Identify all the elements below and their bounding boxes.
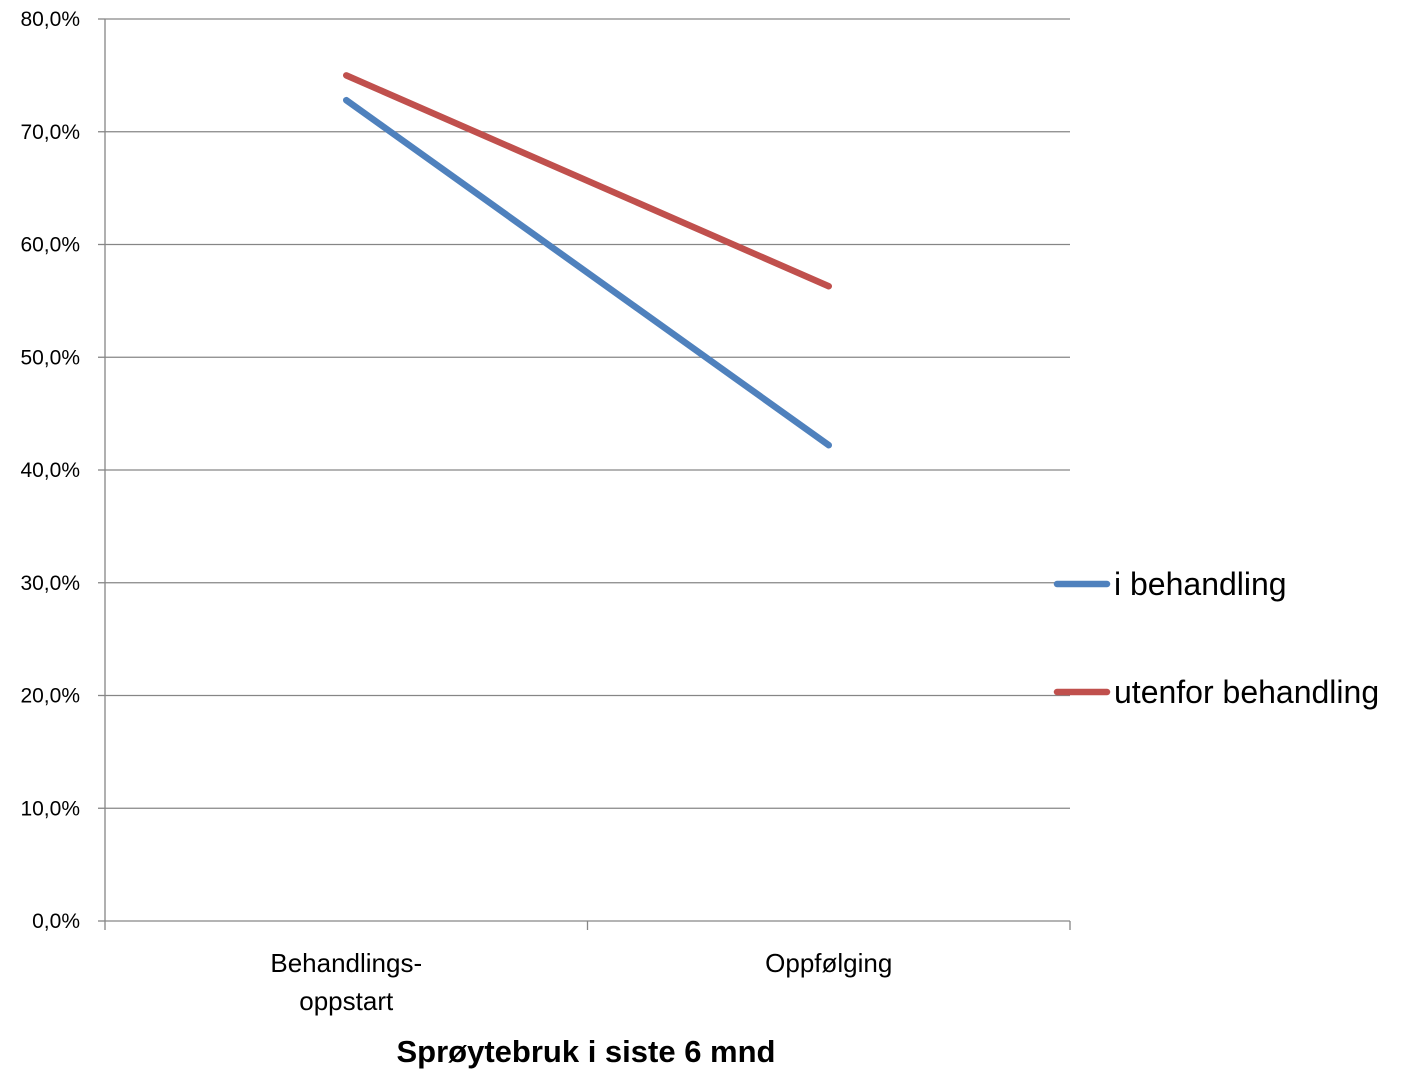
legend-label: i behandling [1114,566,1287,602]
legend-label: utenfor behandling [1114,674,1379,710]
y-tick-label: 0,0% [32,910,80,933]
axes [98,18,1071,930]
y-tick-label: 80,0% [20,8,80,31]
y-tick-label: 30,0% [20,572,80,595]
x-category-label: Oppfølging [765,948,892,978]
x-axis-title: Sprøytebruk i siste 6 mnd [397,1034,776,1069]
series-line [343,96,832,449]
y-tick-label: 60,0% [20,234,80,257]
legend: i behandling utenfor behandling [1053,566,1379,710]
y-tick-label: 10,0% [20,797,80,820]
gridlines [105,18,1070,922]
y-tick-labels: 0,0% 10,0% 20,0% 30,0% 40,0% 50,0% 60,0% 70,0% 8… [20,8,80,933]
y-tick-label: 70,0% [20,121,80,144]
series-lines [343,72,832,449]
y-tick-label: 20,0% [20,685,80,708]
x-category-label: Behandlings-oppstart [270,948,422,1016]
x-category-labels: Behandlings-oppstart Oppfølging [270,948,892,1016]
series-line [343,72,832,290]
y-tick-label: 50,0% [20,346,80,369]
y-tick-label: 40,0% [20,459,80,482]
